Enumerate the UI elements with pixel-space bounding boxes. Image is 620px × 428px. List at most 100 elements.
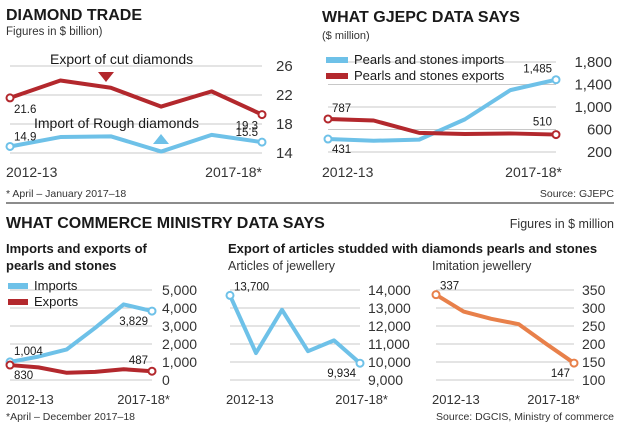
legend-label: Export of cut diamonds [50,51,193,67]
y-tick-label: 0 [162,372,170,388]
y-tick-label: 13,000 [368,300,411,316]
data-label: 787 [332,103,351,115]
data-point-marker [257,110,267,120]
data-label: 431 [332,144,351,156]
data-point-marker [5,360,15,370]
up-triangle-icon [153,134,169,144]
gjepc-title: WHAT GJEPC DATA SAYS [322,9,520,26]
x-tick-label-start: 2012-13 [322,164,374,180]
panel-gjepc: WHAT GJEPC DATA SAYS ($ million) Source:… [322,9,614,200]
chart-gjepc: 200 600 1,000 1,400 1,800 2012-13 2017-18* 431 1… [322,52,612,180]
diamond-title: DIAMOND TRADE [6,7,142,24]
x-tick-label-end: 2017-18* [505,164,562,180]
commerce-title: WHAT COMMERCE MINISTRY DATA SAYS [6,215,325,232]
data-label: 14.9 [14,131,36,143]
data-point-marker [147,306,157,316]
data-point-marker [323,134,333,144]
x-tick-label-end: 2017-18* [205,164,262,180]
y-tick-label: 14 [276,145,293,162]
y-tick-label: 300 [582,300,606,316]
y-tick-label: 5,000 [162,282,197,298]
legend-label: Pearls and stones exports [354,68,505,83]
gjepc-subtitle: ($ million) [322,30,370,42]
series-line [8,302,154,364]
y-tick-label: 1,000 [162,354,197,370]
diamond-footnote: * April – January 2017–18 [6,188,126,200]
diamond-subtitle: Figures in $ billion) [6,26,103,38]
data-label: 13,700 [234,281,269,293]
y-tick-label: 26 [276,58,293,75]
data-label: 1,485 [523,64,552,76]
chart-plots: 14 18 22 26 2012-13 2017-18* 21.6 19.3 14.9 15.5 E… [5,51,612,407]
legend-label: Exports [34,294,79,309]
series-line [8,78,264,117]
legend-label: Pearls and stones imports [354,52,505,67]
y-tick-label: 12,000 [368,318,411,334]
down-triangle-icon [98,72,114,82]
data-point-marker [5,141,15,151]
y-tick-label: 150 [582,354,606,370]
studded-title: Export of articles studded with diamonds… [228,241,597,256]
panel-diamond-trade: DIAMOND TRADE Figures in $ billion) * Ap… [6,7,142,200]
y-tick-label: 4,000 [162,300,197,316]
series-line [326,116,558,137]
y-tick-label: 22 [276,87,293,104]
data-point-marker [5,93,15,103]
data-point-marker [551,130,561,140]
data-point-marker [257,137,267,147]
data-label: 487 [129,355,148,367]
data-label: 830 [14,370,33,382]
series-line [228,293,362,366]
chart-pearls: 0 1,000 2,000 3,000 4,000 5,000 2012-13 2017-18… [5,278,197,407]
y-tick-label: 11,000 [368,336,410,352]
commerce-units: Figures in $ million [510,217,614,231]
data-label: 21.6 [14,104,36,116]
data-point-marker [225,290,235,300]
legend-label: Imports [34,278,78,293]
y-tick-label: 1,000 [574,99,612,116]
data-label: 19.3 [236,121,258,133]
x-tick-label-end: 2017-18* [117,392,170,407]
commerce-footnote: *April – December 2017–18 [6,411,135,423]
y-tick-label: 200 [587,144,612,161]
y-tick-label: 18 [276,116,293,133]
data-label: 15.5 [236,127,258,139]
y-tick-label: 600 [587,122,612,139]
data-label: 510 [533,117,552,129]
jewellery-title: Articles of jewellery [228,259,336,273]
x-tick-label-end: 2017-18* [527,392,580,407]
data-point-marker [431,290,441,300]
x-tick-label-end: 2017-18* [335,392,388,407]
x-tick-label-start: 2012-13 [432,392,480,407]
imitation-title: Imitation jewellery [432,259,532,273]
chart-jewellery: 9,000 10,000 11,000 12,000 13,000 14,000 2012-… [225,281,411,407]
y-tick-label: 10,000 [368,354,411,370]
x-tick-label-start: 2012-13 [6,164,58,180]
y-tick-label: 9,000 [368,372,403,388]
chart-diamond: 14 18 22 26 2012-13 2017-18* 21.6 19.3 14.9 15.5 E… [5,51,293,180]
gjepc-source: Source: GJEPC [540,188,615,200]
x-tick-label-start: 2012-13 [6,392,54,407]
y-tick-label: 1,800 [574,54,612,71]
series-line [8,132,264,154]
x-tick-label-start: 2012-13 [226,392,274,407]
y-tick-label: 200 [582,336,606,352]
data-label: 1,004 [14,346,43,358]
data-point-marker [147,366,157,376]
pearls-title-line1: Imports and exports of [6,241,148,256]
legend-label: Import of Rough diamonds [34,115,199,131]
data-point-marker [323,114,333,124]
y-tick-label: 14,000 [368,282,411,298]
y-tick-label: 100 [582,372,606,388]
data-label: 9,934 [327,368,356,380]
data-label: 3,829 [119,316,148,328]
chart-imitation: 100 150 200 250 300 350 2012-13 2017-18* 337 147 [431,281,606,407]
data-label: 337 [440,281,459,293]
pearls-title-line2: pearls and stones [6,258,117,273]
section-commerce: WHAT COMMERCE MINISTRY DATA SAYS Figures… [6,202,614,423]
y-tick-label: 2,000 [162,336,197,352]
series-line [326,77,558,143]
data-label: 147 [551,368,570,380]
commerce-source: Source: DGCIS, Ministry of commerce [436,411,614,423]
